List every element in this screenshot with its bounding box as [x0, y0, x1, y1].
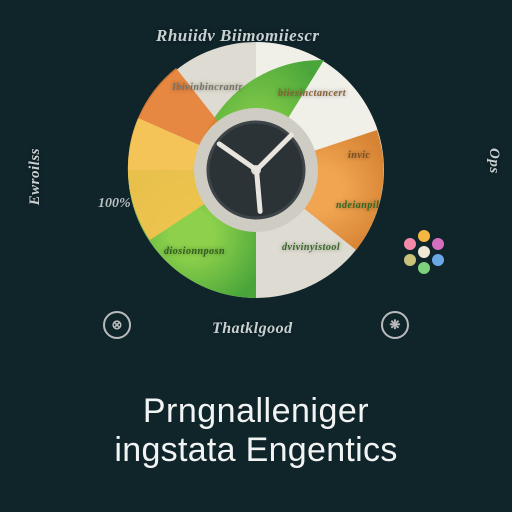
infographic-root: Rhuiidv Biimomiiescr Ibivinbincrantr bii…	[0, 0, 512, 512]
bead-4	[418, 262, 430, 274]
color-beads-cluster	[402, 230, 446, 274]
title-line-1: Prngnalleniger	[0, 392, 512, 431]
gauge-donut	[126, 40, 386, 300]
seal-icon: ❋	[380, 310, 410, 340]
bead-6	[404, 238, 416, 250]
label-bottom-caption: Thatklgood	[212, 320, 293, 338]
bead-2	[432, 238, 444, 250]
title-line-2: ingstata Engentics	[0, 431, 512, 470]
bead-1	[418, 230, 430, 242]
bead-5	[404, 254, 416, 266]
side-label-right: Ops	[486, 148, 501, 174]
globe-icon: ⊗	[102, 310, 132, 340]
bead-3	[432, 254, 444, 266]
bead-center	[418, 246, 430, 258]
side-label-left: Ewroilss	[28, 148, 43, 205]
title-block: Prngnalleniger ingstata Engentics	[0, 392, 512, 470]
label-left-pct: 100%	[98, 196, 131, 212]
